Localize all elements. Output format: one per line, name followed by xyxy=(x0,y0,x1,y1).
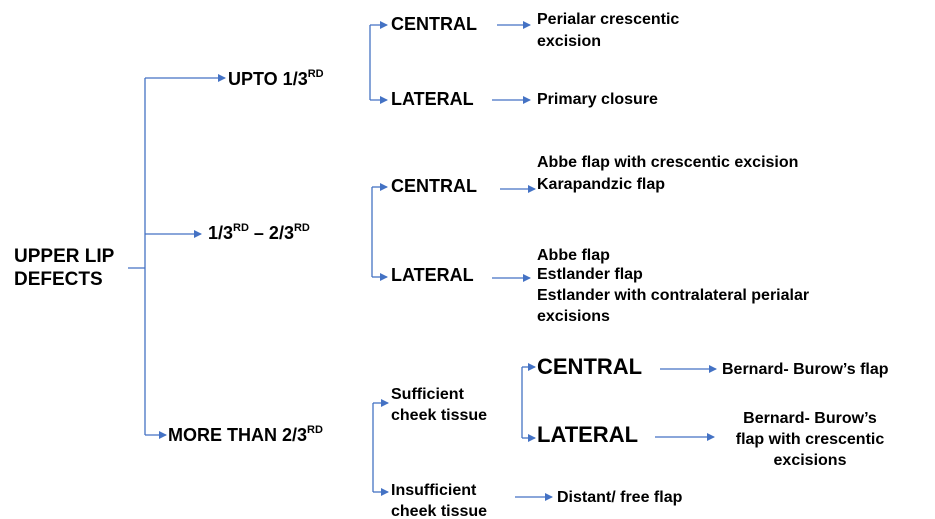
result-text: excisions xyxy=(537,308,610,325)
label-part: RD xyxy=(294,222,310,234)
result-text: excisions xyxy=(774,452,847,469)
root-label: DEFECTS xyxy=(14,269,103,290)
result-text: Bernard- Burow’s xyxy=(743,410,877,427)
label-part: 1/3 xyxy=(208,223,233,243)
node-label: LATERAL xyxy=(391,89,474,109)
root-label: UPPER LIP xyxy=(14,246,115,267)
label-part: UPTO 1/3 xyxy=(228,69,308,89)
result-text: Estlander flap xyxy=(537,266,643,283)
result-text: Distant/ free flap xyxy=(557,489,683,506)
result-text: Bernard- Burow’s flap xyxy=(722,361,889,378)
node-label: LATERAL xyxy=(391,265,474,285)
result-text: Perialar crescentic xyxy=(537,11,679,28)
label-part: MORE THAN 2/3 xyxy=(168,425,307,445)
node-label: cheek tissue xyxy=(391,407,487,424)
node-label: CENTRAL xyxy=(391,176,477,196)
label-part: RD xyxy=(307,424,323,436)
node-label: Sufficient xyxy=(391,386,465,403)
result-text: Abbe flap with crescentic excision xyxy=(537,154,798,171)
node-label: LATERAL xyxy=(537,422,638,447)
branch-label: UPTO 1/3RD xyxy=(228,68,324,89)
branch-label: 1/3RD – 2/3RD xyxy=(208,222,310,243)
label-part: RD xyxy=(308,68,324,80)
node-label: CENTRAL xyxy=(537,354,642,379)
node-label: Insufficient xyxy=(391,482,477,499)
result-text: Abbe flap xyxy=(537,247,610,264)
node-label: cheek tissue xyxy=(391,503,487,519)
result-text: Karapandzic flap xyxy=(537,176,665,193)
result-text: excision xyxy=(537,33,601,50)
node-label: CENTRAL xyxy=(391,14,477,34)
result-text: Primary closure xyxy=(537,91,658,108)
result-text: Estlander with contralateral perialar xyxy=(537,287,809,304)
label-part: – 2/3 xyxy=(249,223,294,243)
result-text: flap with crescentic xyxy=(736,431,885,448)
branch-label: MORE THAN 2/3RD xyxy=(168,424,323,445)
label-part: RD xyxy=(233,222,249,234)
